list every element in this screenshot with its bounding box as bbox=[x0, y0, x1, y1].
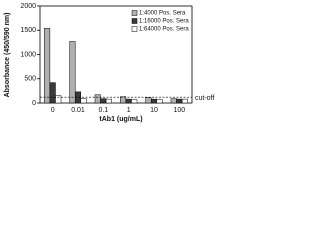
x-tick-label: 0 bbox=[51, 107, 55, 114]
bar bbox=[150, 98, 158, 104]
x-tick-label: 0.01 bbox=[71, 107, 85, 114]
bar bbox=[181, 98, 188, 104]
bar bbox=[120, 96, 127, 104]
y-tick-label: 0 bbox=[32, 100, 36, 107]
x-tick-label: 10 bbox=[150, 107, 158, 114]
cutoff-label: cut-off bbox=[195, 95, 214, 102]
x-axis-label: tAb1 (ug/mL) bbox=[99, 116, 142, 123]
bar bbox=[131, 99, 138, 104]
bar bbox=[170, 98, 177, 104]
y-tick-label: 2000 bbox=[20, 3, 36, 10]
bar bbox=[105, 98, 112, 104]
bar bbox=[44, 28, 51, 104]
bar bbox=[176, 98, 183, 104]
bar bbox=[80, 98, 87, 104]
y-tick-label: 500 bbox=[24, 76, 36, 83]
bar bbox=[69, 41, 76, 104]
legend-swatch bbox=[131, 26, 138, 32]
bar bbox=[156, 99, 163, 104]
chart: Absorbance (450/590 nm) tAb1 (ug/mL) 0 50… bbox=[4, 3, 215, 123]
y-tick-label: 1500 bbox=[20, 27, 36, 34]
bar bbox=[94, 94, 101, 104]
bar bbox=[100, 98, 107, 104]
y-axis-label: Absorbance (450/590 nm) bbox=[4, 13, 11, 98]
x-tick-label: 100 bbox=[173, 107, 185, 114]
bar bbox=[145, 97, 152, 104]
legend-label: 1:4000 Pos. Sera bbox=[139, 11, 186, 17]
bar bbox=[55, 95, 62, 104]
bar bbox=[49, 82, 56, 104]
legend-label: 1:16000 Pos. Sera bbox=[139, 19, 189, 25]
bar bbox=[125, 98, 132, 104]
legend-swatch bbox=[131, 10, 138, 16]
y-tick-label: 1000 bbox=[20, 51, 36, 58]
x-tick-label: 1 bbox=[127, 107, 131, 114]
legend-label: 1:64000 Pos. Sera bbox=[139, 27, 189, 33]
x-tick-label: 0.1 bbox=[98, 107, 108, 114]
legend-swatch bbox=[131, 18, 138, 24]
